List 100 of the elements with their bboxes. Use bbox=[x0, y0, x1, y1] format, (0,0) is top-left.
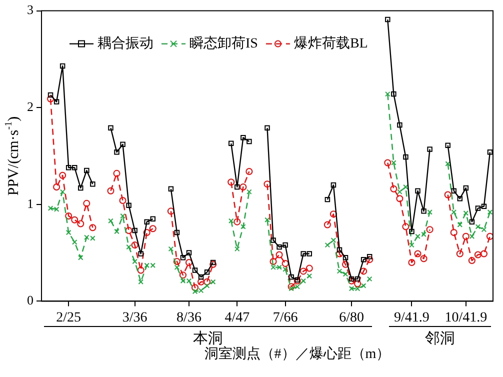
point bbox=[120, 142, 126, 148]
point bbox=[246, 168, 253, 175]
point bbox=[78, 185, 84, 191]
point bbox=[126, 202, 132, 208]
point bbox=[132, 228, 138, 234]
point bbox=[270, 238, 276, 243]
point bbox=[198, 288, 204, 294]
point bbox=[264, 217, 270, 223]
point bbox=[276, 244, 282, 250]
point bbox=[360, 283, 366, 288]
point bbox=[403, 154, 408, 160]
point bbox=[468, 257, 476, 264]
point bbox=[270, 264, 276, 270]
point bbox=[463, 185, 469, 191]
point bbox=[451, 188, 456, 194]
point bbox=[204, 278, 211, 286]
point bbox=[210, 260, 217, 268]
point bbox=[84, 168, 90, 174]
point bbox=[180, 255, 186, 260]
point bbox=[240, 224, 246, 230]
point bbox=[114, 228, 120, 234]
y-tick-label: 0 bbox=[27, 292, 34, 308]
point bbox=[108, 218, 114, 224]
point bbox=[463, 210, 469, 216]
text: 本洞 bbox=[192, 330, 223, 348]
point bbox=[421, 232, 426, 238]
point bbox=[180, 278, 186, 284]
legend-label: 耦合振动 bbox=[98, 35, 154, 52]
point bbox=[385, 91, 390, 97]
point bbox=[132, 258, 138, 264]
point bbox=[282, 266, 288, 272]
point bbox=[475, 224, 481, 230]
point bbox=[324, 221, 331, 228]
point bbox=[391, 91, 396, 97]
x-tick-label: 2/25 bbox=[56, 310, 82, 326]
point bbox=[396, 195, 404, 202]
point bbox=[89, 224, 96, 232]
point bbox=[179, 272, 186, 279]
point bbox=[456, 250, 464, 258]
point bbox=[77, 220, 84, 228]
point bbox=[288, 286, 294, 292]
point bbox=[426, 226, 434, 234]
point bbox=[462, 232, 470, 240]
point bbox=[246, 138, 252, 144]
point bbox=[72, 240, 78, 245]
point bbox=[300, 268, 307, 275]
point bbox=[240, 134, 246, 140]
point bbox=[342, 255, 348, 260]
point bbox=[186, 250, 192, 256]
x-tick-label: 10/41.9 bbox=[444, 310, 488, 326]
point bbox=[84, 234, 90, 240]
point bbox=[143, 228, 150, 236]
point bbox=[48, 206, 54, 211]
point bbox=[228, 178, 235, 186]
point bbox=[450, 228, 458, 236]
point bbox=[185, 258, 192, 266]
point bbox=[107, 187, 114, 194]
point bbox=[481, 204, 487, 209]
x-tick-label: 8/36 bbox=[176, 310, 202, 326]
point bbox=[126, 244, 132, 250]
point bbox=[421, 208, 426, 214]
point bbox=[240, 183, 247, 190]
point bbox=[348, 276, 354, 282]
point bbox=[228, 140, 234, 146]
point bbox=[71, 216, 78, 224]
point bbox=[120, 213, 126, 219]
point bbox=[276, 264, 282, 270]
y-tick-label: 1 bbox=[27, 196, 34, 211]
point bbox=[457, 222, 463, 228]
point bbox=[264, 180, 271, 188]
point bbox=[210, 260, 216, 266]
point bbox=[174, 230, 180, 236]
point bbox=[469, 234, 475, 239]
point bbox=[59, 172, 66, 179]
point bbox=[420, 255, 428, 262]
x-axis-title: 洞室测点（#）／爆心距（m） bbox=[204, 345, 390, 364]
point bbox=[427, 146, 432, 152]
point bbox=[469, 219, 475, 224]
point bbox=[90, 236, 96, 241]
point bbox=[119, 197, 126, 204]
point bbox=[403, 184, 408, 190]
point bbox=[336, 247, 342, 253]
point bbox=[90, 181, 96, 187]
point bbox=[204, 283, 210, 288]
point bbox=[445, 161, 450, 166]
point bbox=[360, 256, 366, 262]
point bbox=[366, 254, 372, 260]
point bbox=[354, 280, 362, 288]
point bbox=[451, 210, 456, 215]
point bbox=[264, 125, 270, 131]
point bbox=[53, 183, 60, 190]
point bbox=[402, 223, 410, 230]
point bbox=[198, 274, 204, 280]
point bbox=[487, 150, 493, 155]
point bbox=[354, 276, 360, 282]
point bbox=[168, 246, 174, 252]
x-tick-label: 7/66 bbox=[272, 310, 298, 326]
point bbox=[65, 212, 72, 220]
point bbox=[138, 279, 144, 284]
point bbox=[228, 218, 234, 224]
